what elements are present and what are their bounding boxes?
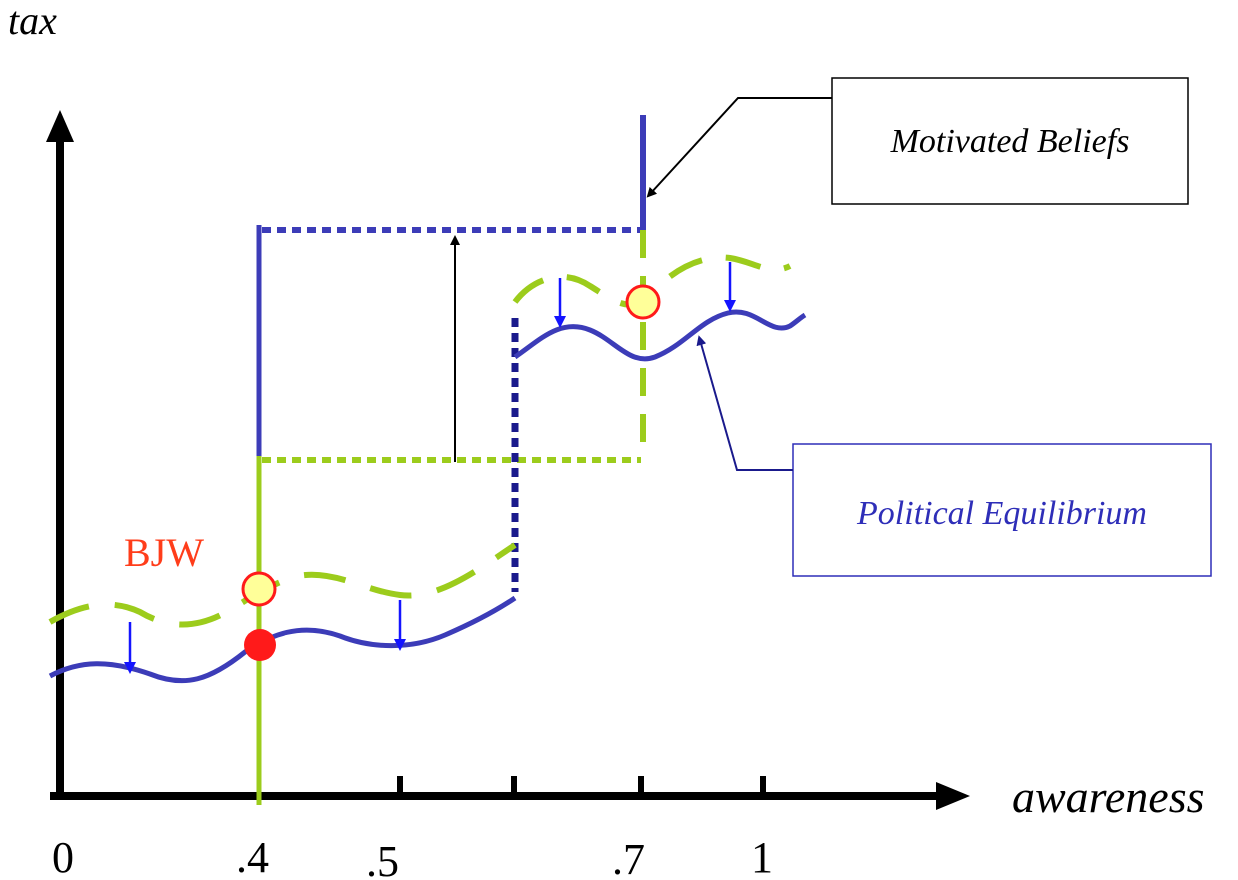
- y-axis-label: tax: [8, 0, 57, 43]
- blue-curve-right: [513, 309, 807, 362]
- tick-label: 0: [52, 833, 74, 880]
- bjw-label: BJW: [124, 530, 204, 575]
- political-equilibrium-leader: [696, 335, 793, 471]
- blue-curve-left: [48, 595, 517, 684]
- tick-label: .4: [236, 833, 269, 880]
- motivated-beliefs-curve: [256, 115, 646, 805]
- motivated-beliefs-callout: Motivated Beliefs: [646, 77, 1189, 205]
- tick-label: .5: [366, 837, 399, 880]
- equilibrium-marker-open: [625, 284, 661, 320]
- green-dashed-curve-left: [48, 542, 517, 628]
- motivated-beliefs-box: [831, 77, 1189, 205]
- political-equilibrium-callout: Political Equilibrium: [696, 335, 1212, 577]
- axes: [46, 110, 970, 810]
- x-axis-label: awareness: [1012, 771, 1205, 822]
- motivated-beliefs-label: Motivated Beliefs: [890, 123, 1130, 160]
- y-axis-arrowhead: [46, 110, 74, 142]
- political-equilibrium-curves: [48, 254, 807, 684]
- motivated-beliefs-leader: [646, 97, 832, 198]
- political-equilibrium-label: Political Equilibrium: [856, 495, 1147, 532]
- political-equilibrium-box: [792, 443, 1212, 577]
- tick-label: .7: [612, 835, 645, 880]
- x-axis-arrowhead: [936, 782, 970, 810]
- equilibrium-marker-filled: [244, 629, 276, 661]
- equilibrium-markers: [241, 284, 661, 661]
- equilibrium-marker-open: [241, 571, 277, 607]
- tick-label: 1: [751, 833, 773, 880]
